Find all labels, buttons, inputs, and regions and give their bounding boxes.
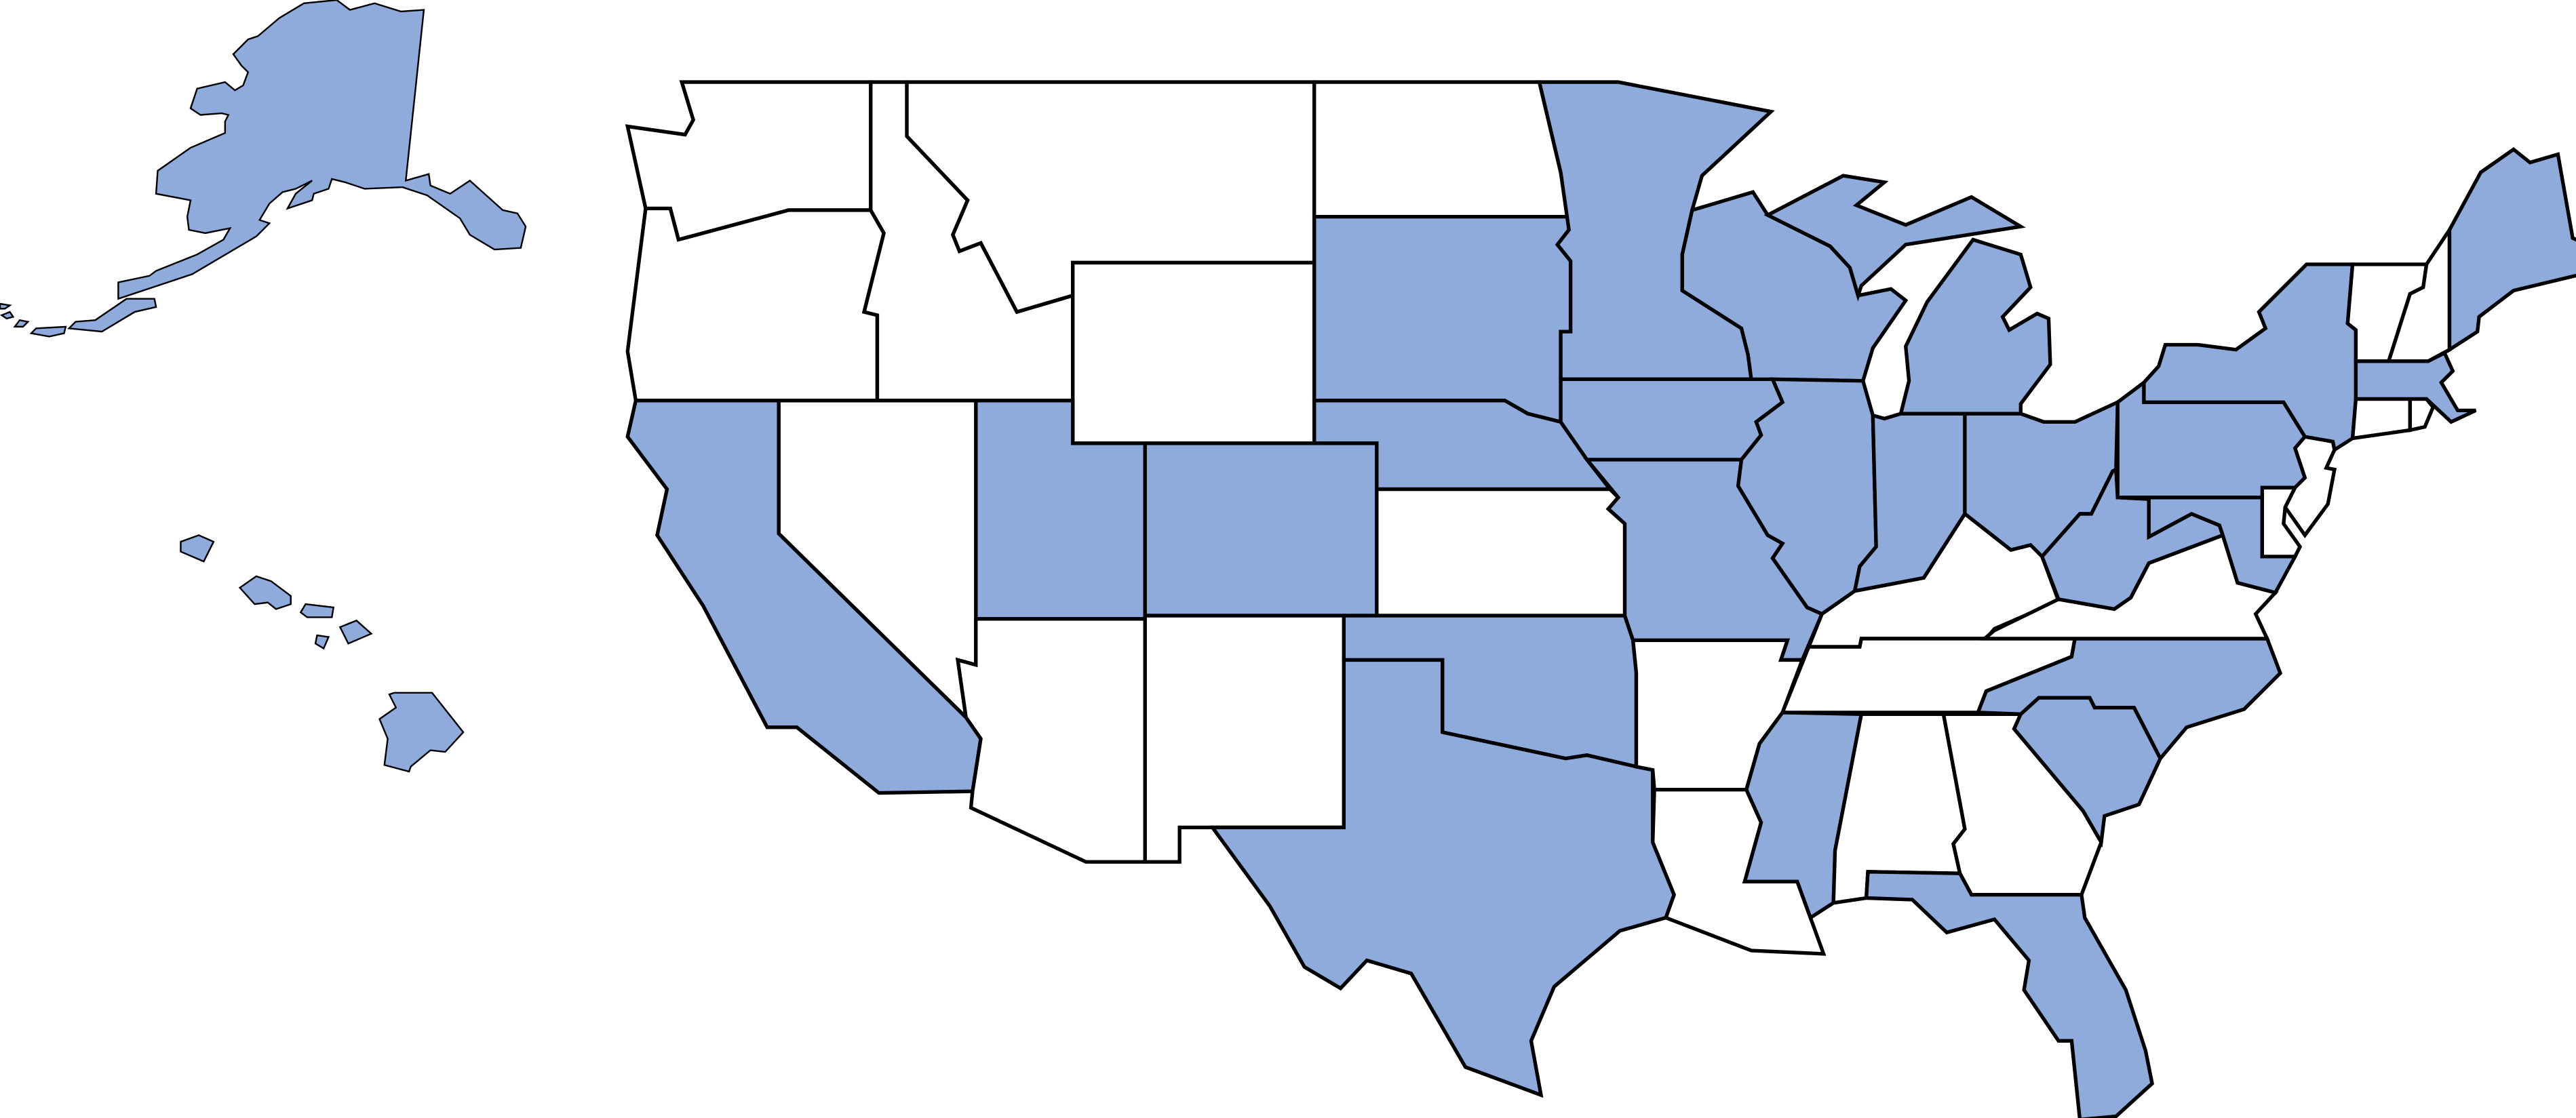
state-hawaii-part-3-shape [238, 575, 292, 610]
state-colorado [1143, 441, 1379, 618]
state-connecticut [2350, 397, 2413, 441]
state-alaska-part-6-shape [0, 302, 12, 310]
state-michigan-part-1-shape [1763, 174, 2026, 302]
state-new-mexico [1143, 614, 1346, 864]
state-alaska-part-1-shape [117, 0, 527, 300]
state-texas [1209, 658, 1677, 1098]
state-hawaii-part-4-shape [180, 534, 215, 563]
state-hawaii [180, 534, 465, 773]
state-texas-shape [1209, 658, 1677, 1098]
state-kansas [1375, 487, 1627, 618]
state-wyoming-shape [1071, 260, 1316, 445]
state-north-dakota [1312, 80, 1572, 219]
state-south-dakota-shape [1312, 214, 1573, 424]
state-michigan [1763, 174, 2052, 416]
state-alaska-part-5-shape [0, 311, 15, 320]
state-new-mexico-shape [1143, 614, 1346, 864]
state-florida-shape [1864, 870, 2154, 1118]
state-california [625, 399, 983, 795]
state-north-dakota-shape [1312, 80, 1572, 219]
state-connecticut-shape [2350, 397, 2413, 441]
state-alaska [0, 0, 527, 338]
state-colorado-shape [1143, 441, 1379, 618]
alaska-group [0, 0, 527, 338]
state-maine-shape [2447, 147, 2576, 353]
state-alaska-part-3-shape [29, 325, 67, 338]
state-north-carolina-shape [1975, 637, 2283, 762]
state-michigan-part-2-shape [1898, 237, 2052, 416]
mainland-states [625, 80, 2576, 1118]
state-north-carolina [1975, 637, 2283, 762]
state-alaska-part-2-shape [67, 298, 157, 333]
state-maine [2447, 147, 2576, 353]
state-alaska-part-4-shape [13, 319, 30, 328]
state-arizona-shape [955, 617, 1147, 864]
hawaii-group [180, 534, 465, 773]
state-hawaii-part-5-shape [299, 603, 335, 618]
state-hawaii-part-6-shape [314, 634, 330, 650]
state-kansas-shape [1375, 487, 1627, 618]
state-south-dakota [1312, 214, 1573, 424]
state-oregon [625, 206, 886, 403]
state-hawaii-part-2-shape [338, 619, 373, 645]
state-california-shape [625, 399, 983, 795]
state-arizona [955, 617, 1147, 864]
state-wyoming [1071, 260, 1316, 445]
state-hawaii-part-1-shape [378, 692, 465, 773]
state-florida [1864, 870, 2154, 1118]
state-oregon-shape [625, 206, 886, 403]
